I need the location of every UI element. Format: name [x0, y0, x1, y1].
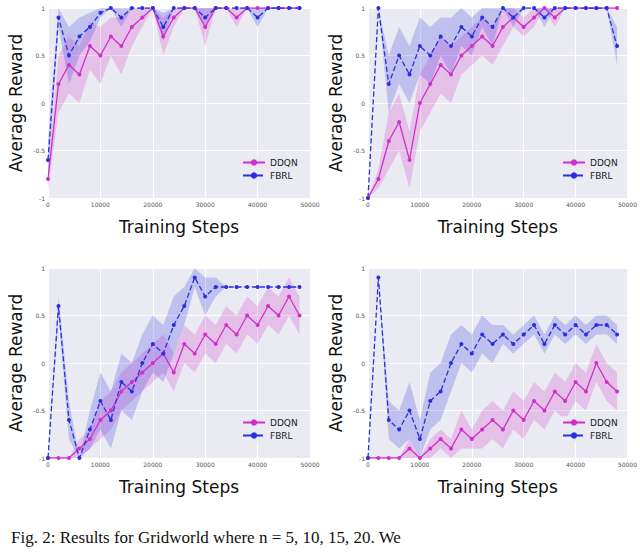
svg-text:FBRL: FBRL — [270, 431, 293, 441]
svg-text:40000: 40000 — [566, 201, 585, 208]
svg-text:Training Steps: Training Steps — [437, 477, 558, 497]
svg-text:FBRL: FBRL — [590, 431, 613, 441]
svg-text:0: 0 — [366, 201, 370, 208]
svg-text:-1: -1 — [359, 195, 365, 202]
svg-text:20000: 20000 — [462, 201, 481, 208]
svg-text:10000: 10000 — [410, 201, 429, 208]
svg-text:0: 0 — [46, 201, 50, 208]
svg-text:DDQN: DDQN — [590, 418, 618, 428]
svg-text:Average Reward: Average Reward — [6, 34, 26, 173]
svg-text:DDQN: DDQN — [590, 158, 618, 168]
svg-text:30000: 30000 — [196, 461, 215, 468]
svg-text:Average Reward: Average Reward — [326, 34, 346, 173]
svg-text:1: 1 — [361, 5, 365, 12]
svg-text:Average Reward: Average Reward — [6, 294, 26, 433]
svg-text:50000: 50000 — [618, 201, 637, 208]
svg-text:20000: 20000 — [143, 461, 162, 468]
svg-text:Training Steps: Training Steps — [118, 217, 239, 237]
svg-text:1: 1 — [41, 5, 45, 12]
svg-text:0.5: 0.5 — [35, 312, 45, 319]
svg-text:20000: 20000 — [143, 201, 162, 208]
svg-text:FBRL: FBRL — [590, 171, 613, 181]
svg-text:40000: 40000 — [248, 461, 267, 468]
svg-text:0: 0 — [361, 360, 365, 367]
svg-text:50000: 50000 — [300, 201, 319, 208]
svg-text:10000: 10000 — [91, 461, 110, 468]
svg-text:-0.5: -0.5 — [33, 407, 45, 414]
svg-text:Training Steps: Training Steps — [437, 217, 558, 237]
svg-text:50000: 50000 — [618, 461, 637, 468]
svg-text:30000: 30000 — [196, 201, 215, 208]
svg-text:0: 0 — [46, 461, 50, 468]
svg-text:Average Reward: Average Reward — [326, 294, 346, 433]
svg-text:40000: 40000 — [248, 201, 267, 208]
svg-text:10000: 10000 — [91, 201, 110, 208]
svg-text:0: 0 — [366, 461, 370, 468]
svg-text:Fig. 2: Results for Gridworld: Fig. 2: Results for Gridworld where n = … — [11, 528, 401, 547]
svg-text:-0.5: -0.5 — [33, 147, 45, 154]
svg-text:-0.5: -0.5 — [353, 147, 365, 154]
svg-text:0.5: 0.5 — [35, 52, 45, 59]
svg-text:30000: 30000 — [514, 201, 533, 208]
svg-text:30000: 30000 — [514, 461, 533, 468]
svg-text:10000: 10000 — [410, 461, 429, 468]
svg-text:1: 1 — [41, 265, 45, 272]
svg-text:20000: 20000 — [462, 461, 481, 468]
svg-text:FBRL: FBRL — [270, 171, 293, 181]
svg-text:50000: 50000 — [300, 461, 319, 468]
svg-text:-1: -1 — [39, 455, 45, 462]
svg-text:0.5: 0.5 — [355, 52, 365, 59]
svg-text:-0.5: -0.5 — [353, 407, 365, 414]
svg-text:0: 0 — [361, 100, 365, 107]
svg-text:40000: 40000 — [566, 461, 585, 468]
svg-text:0: 0 — [41, 360, 45, 367]
svg-text:-1: -1 — [39, 195, 45, 202]
svg-text:1: 1 — [361, 265, 365, 272]
svg-text:-1: -1 — [359, 455, 365, 462]
svg-text:Training Steps: Training Steps — [118, 477, 239, 497]
svg-text:DDQN: DDQN — [270, 158, 298, 168]
svg-text:0.5: 0.5 — [355, 312, 365, 319]
svg-text:DDQN: DDQN — [270, 418, 298, 428]
svg-text:0: 0 — [41, 100, 45, 107]
